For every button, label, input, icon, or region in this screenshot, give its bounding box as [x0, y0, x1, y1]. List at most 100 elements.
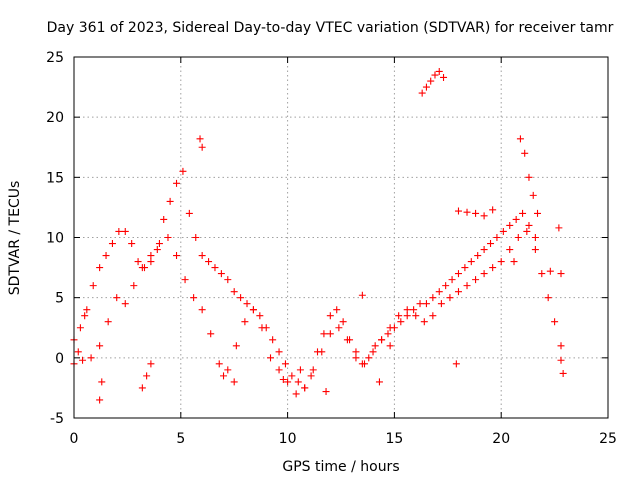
data-point [365, 354, 373, 362]
data-point [205, 258, 213, 266]
data-point [79, 356, 87, 364]
data-point [416, 300, 424, 308]
data-point [435, 288, 443, 296]
data-point [104, 318, 112, 326]
y-tick-label: -5 [50, 411, 64, 427]
data-point [83, 306, 91, 314]
data-point [429, 312, 437, 320]
x-tick-label: 5 [176, 431, 185, 447]
data-point [480, 212, 488, 220]
data-point [74, 348, 82, 356]
data-point [410, 306, 418, 314]
data-point [472, 209, 480, 217]
y-tick-label: 10 [46, 231, 64, 247]
data-point [215, 360, 223, 368]
data-point [258, 324, 266, 332]
data-point [525, 173, 533, 181]
data-point [440, 73, 448, 81]
data-point [557, 342, 565, 350]
data-point [480, 246, 488, 254]
data-point [497, 258, 505, 266]
data-point [435, 67, 443, 75]
data-point [454, 288, 462, 296]
data-point [211, 264, 219, 272]
x-axis-label: GPS time / hours [282, 459, 399, 475]
data-point [427, 77, 435, 85]
y-axis-label: SDTVAR / TECUs [7, 181, 23, 296]
data-point [320, 330, 328, 338]
data-point [89, 282, 97, 290]
data-point [506, 221, 514, 229]
data-point [463, 208, 471, 216]
data-point [96, 396, 104, 404]
data-point [510, 258, 518, 266]
data-point [173, 252, 181, 260]
y-tick-label: 15 [46, 170, 64, 186]
data-point [489, 264, 497, 272]
data-point [386, 324, 394, 332]
data-point [358, 291, 366, 299]
data-point [521, 149, 529, 157]
data-point [81, 312, 89, 320]
chart-title: Day 361 of 2023, Sidereal Day-to-day VTE… [47, 20, 614, 36]
data-point [164, 234, 172, 241]
data-point [516, 135, 524, 143]
data-point [143, 372, 151, 380]
data-point [395, 312, 403, 320]
data-point [352, 348, 360, 356]
data-point [493, 234, 501, 241]
data-point [198, 143, 206, 151]
data-point [249, 306, 257, 314]
data-point [551, 318, 559, 326]
data-point [378, 336, 386, 344]
data-points [70, 67, 567, 404]
data-point [173, 179, 181, 187]
data-point [128, 240, 136, 248]
data-point [422, 300, 430, 308]
data-point [397, 318, 405, 326]
data-point [296, 366, 304, 374]
data-point [267, 354, 275, 362]
data-point [196, 135, 204, 143]
x-tick-label: 0 [70, 431, 79, 447]
tick-labels: 0 5 10 15 20 25 -5 0 5 10 15 20 25 [46, 50, 617, 447]
data-point [179, 167, 187, 175]
data-point [220, 372, 228, 380]
data-point [153, 246, 161, 254]
grid [74, 57, 608, 418]
x-tick-label: 25 [599, 431, 617, 447]
data-point [217, 270, 225, 278]
data-point [454, 270, 462, 278]
data-point [130, 282, 138, 290]
data-point [538, 270, 546, 278]
data-point [279, 375, 287, 383]
data-point [534, 209, 542, 217]
data-point [181, 276, 189, 284]
data-point [487, 240, 495, 248]
data-point [121, 227, 129, 235]
data-point [360, 360, 368, 368]
y-tick-label: 20 [46, 110, 64, 126]
data-point [96, 264, 104, 272]
data-point [232, 342, 240, 350]
data-point [442, 282, 450, 290]
data-point [76, 324, 84, 332]
data-point [339, 318, 347, 326]
data-point [531, 234, 539, 241]
data-point [467, 258, 475, 266]
data-point [190, 294, 198, 302]
data-point [230, 378, 238, 386]
data-point [446, 294, 454, 302]
data-point [108, 240, 116, 248]
data-point [403, 312, 411, 320]
data-point [166, 197, 174, 205]
data-point [461, 264, 469, 272]
data-point [546, 267, 554, 275]
data-point [309, 366, 317, 374]
data-point [489, 206, 497, 214]
data-point [480, 270, 488, 278]
data-point [514, 234, 522, 241]
data-point [87, 354, 95, 362]
data-point [243, 300, 251, 308]
